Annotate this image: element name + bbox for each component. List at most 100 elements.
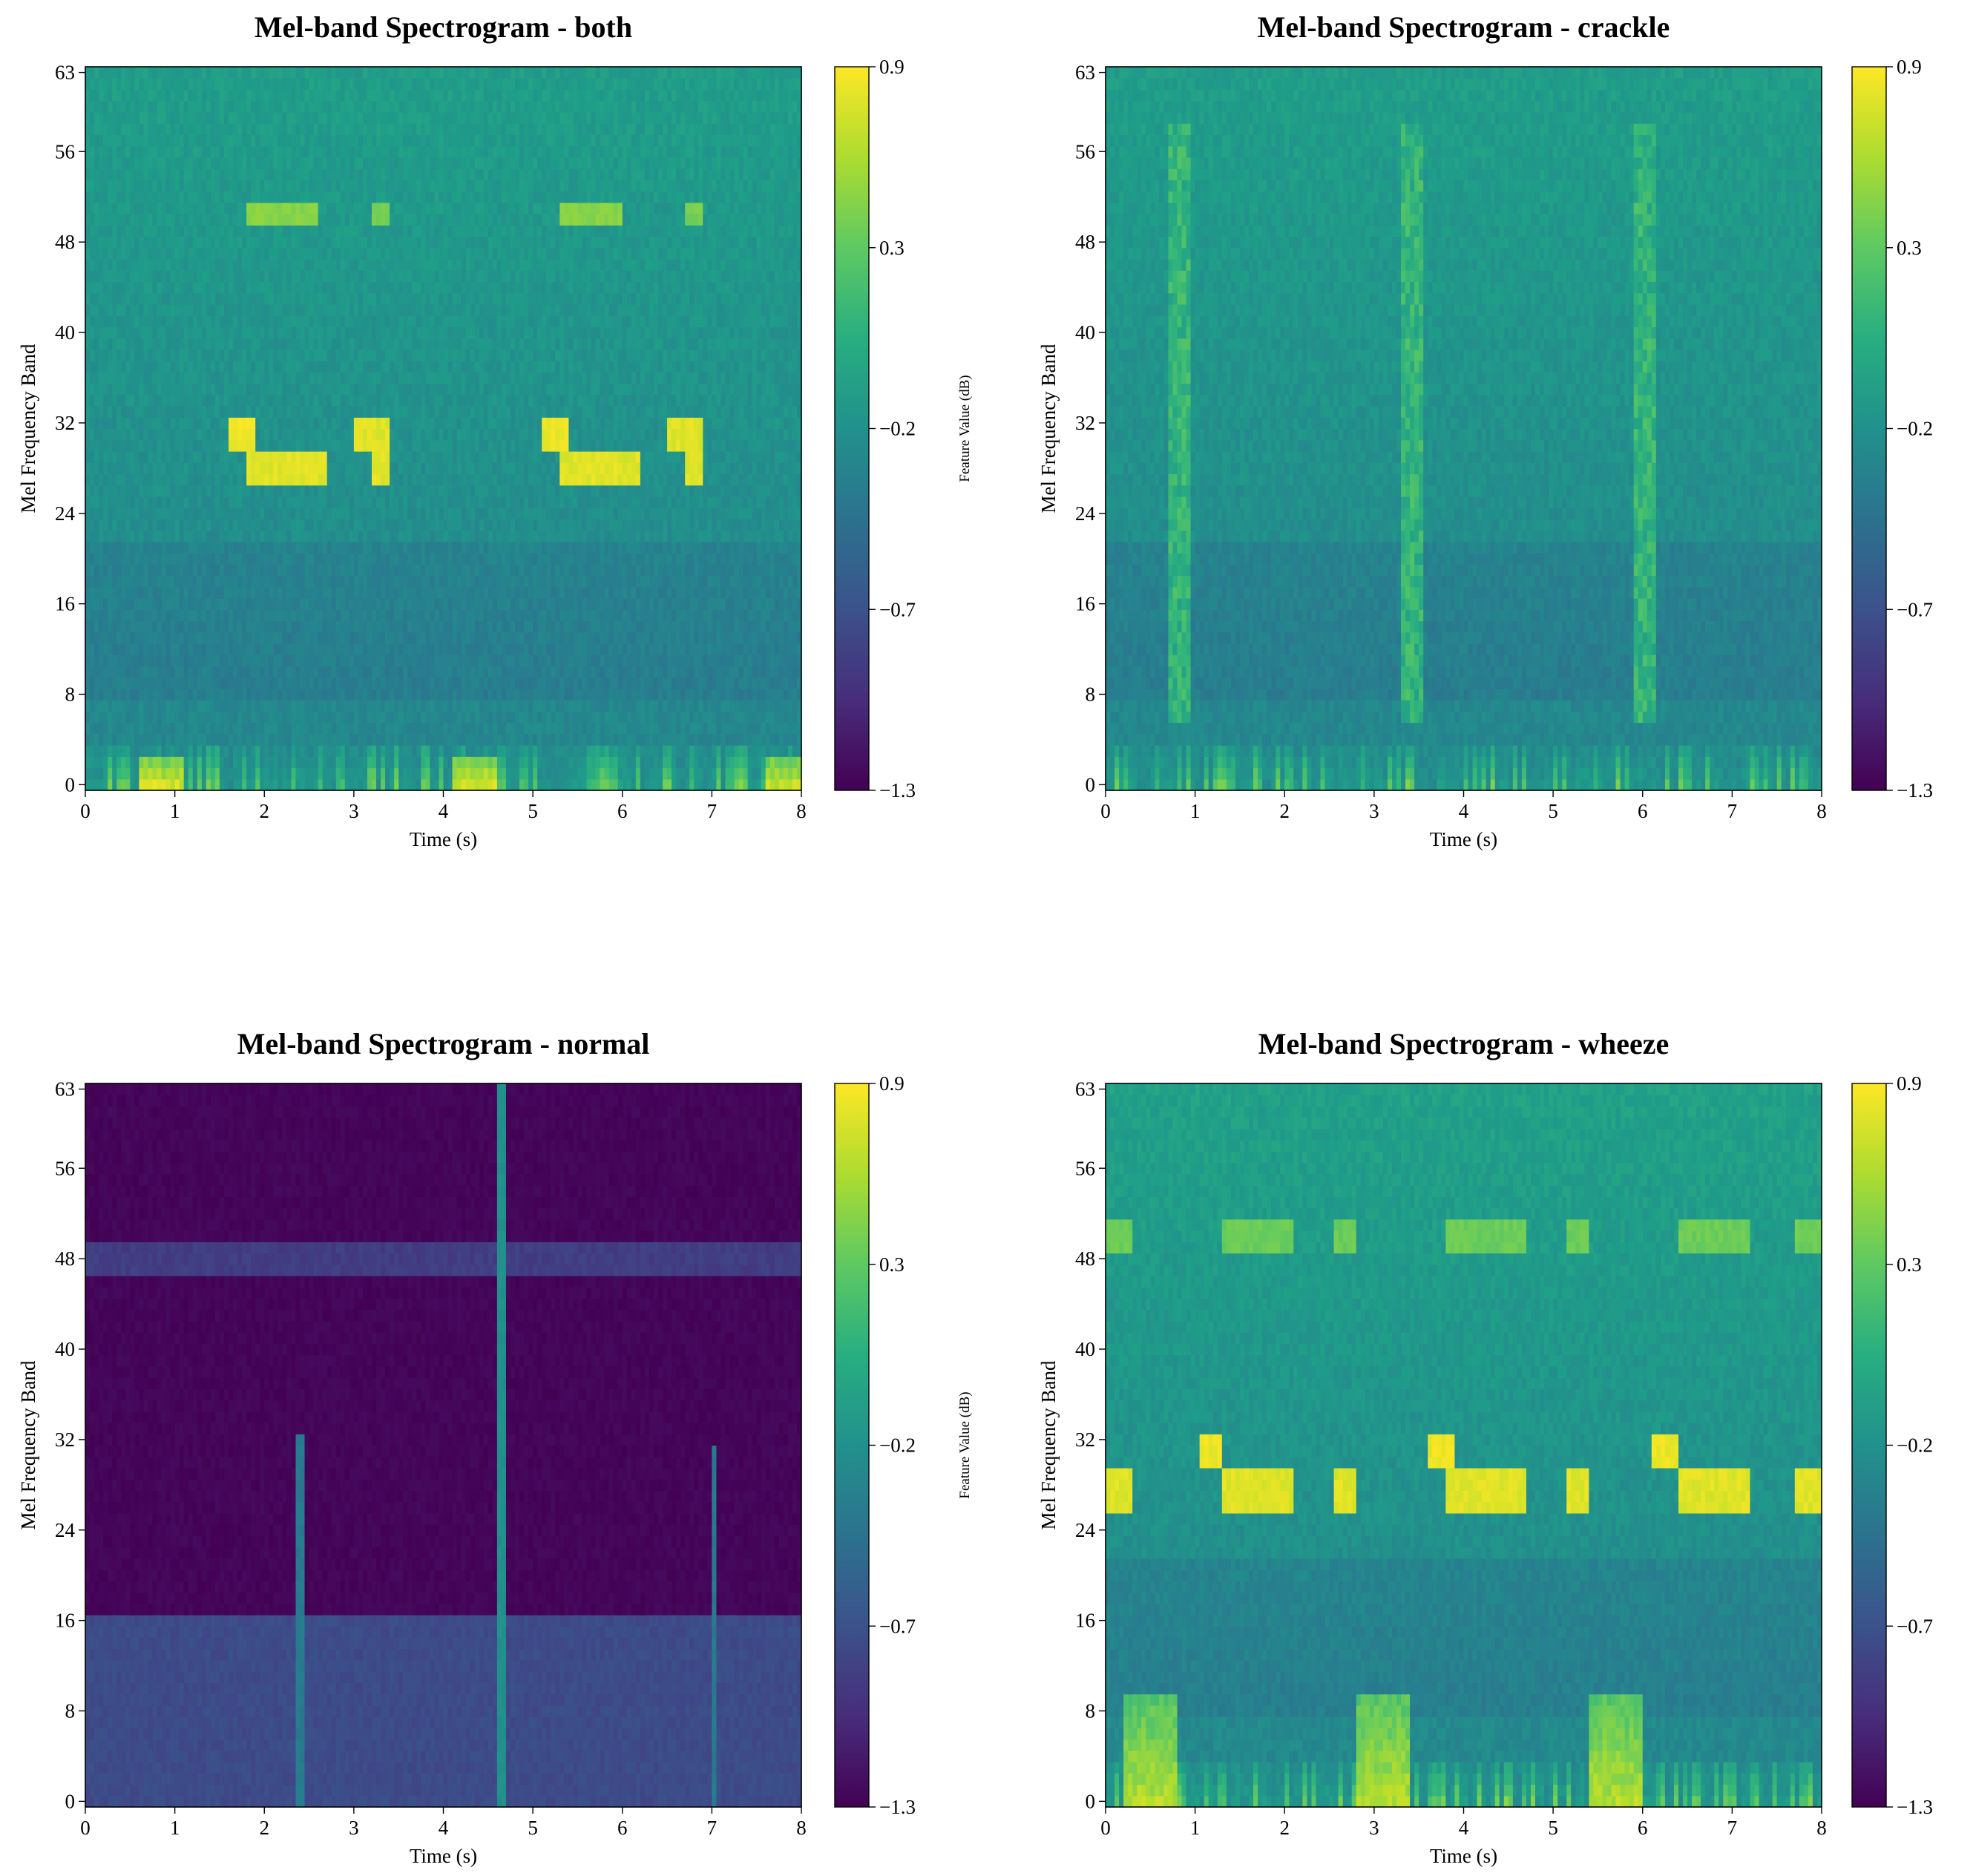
heatmap-cell: [551, 734, 556, 746]
heatmap-cell: [703, 564, 708, 576]
heatmap-cell: [148, 655, 153, 666]
heatmap-cell: [403, 609, 408, 621]
heatmap-cell: [197, 734, 203, 746]
heatmap-cell: [757, 576, 762, 588]
heatmap-cell: [743, 700, 749, 712]
heatmap-cell: [730, 723, 735, 735]
heatmap-cell: [349, 745, 355, 757]
heatmap-cell: [103, 609, 108, 621]
heatmap-cell: [390, 609, 395, 621]
heatmap-cell: [278, 564, 283, 576]
heatmap-cell: [515, 756, 520, 768]
heatmap-cell: [479, 745, 485, 757]
heatmap-cell: [286, 678, 292, 689]
heatmap-cell: [528, 609, 534, 621]
heatmap-cell: [528, 553, 534, 565]
heatmap-cell: [546, 620, 551, 632]
heatmap-cell: [591, 587, 597, 599]
heatmap-cell: [184, 620, 189, 632]
heatmap-cell: [264, 576, 269, 588]
heatmap-cell: [600, 643, 605, 655]
heatmap-cell: [220, 609, 225, 621]
heatmap-cell: [515, 678, 520, 689]
heatmap-cell: [103, 598, 108, 610]
heatmap-cell: [269, 643, 274, 655]
heatmap-cell: [318, 779, 324, 791]
heatmap-cell: [220, 632, 225, 644]
heatmap-cell: [398, 723, 404, 735]
heatmap-cell: [725, 609, 730, 621]
heatmap-cell: [112, 689, 117, 701]
heatmap-cell: [725, 576, 730, 588]
heatmap-cell: [676, 609, 681, 621]
heatmap-cell: [412, 666, 417, 678]
heatmap-cell: [511, 666, 516, 678]
heatmap-cell: [519, 779, 525, 791]
heatmap-cell: [99, 655, 104, 666]
heatmap-cell: [676, 553, 681, 565]
heatmap-cell: [139, 553, 144, 565]
heatmap-cell: [309, 655, 315, 666]
heatmap-cell: [237, 678, 243, 689]
heatmap-cell: [166, 553, 171, 565]
heatmap-cell: [269, 723, 274, 735]
heatmap-cell: [537, 689, 542, 701]
heatmap-cell: [323, 643, 328, 655]
heatmap-cell: [551, 598, 556, 610]
heatmap-cell: [453, 723, 458, 735]
heatmap-cell: [434, 655, 439, 666]
heatmap-cell: [301, 768, 306, 780]
heatmap-cell: [730, 779, 735, 791]
heatmap-cell: [112, 655, 117, 666]
heatmap-cell: [614, 666, 619, 678]
heatmap-cell: [654, 700, 659, 712]
heatmap-cell: [792, 689, 798, 701]
heatmap-cell: [264, 564, 269, 576]
heatmap-cell: [90, 700, 95, 712]
heatmap-cell: [99, 689, 104, 701]
heatmap-cell: [242, 564, 247, 576]
heatmap-cell: [698, 576, 703, 588]
heatmap-cell: [305, 711, 310, 723]
heatmap-cell: [229, 564, 234, 576]
heatmap-cell: [175, 587, 180, 599]
heatmap-cell: [260, 620, 265, 632]
heatmap-cell: [605, 655, 610, 666]
heatmap-cell: [582, 768, 587, 780]
heatmap-cell: [116, 745, 122, 757]
heatmap-cell: [180, 666, 185, 678]
heatmap-cell: [511, 643, 516, 655]
heatmap-cell: [314, 643, 319, 655]
heatmap-cell: [484, 756, 489, 768]
heatmap-cell: [462, 598, 467, 610]
heatmap-cell: [121, 632, 126, 644]
heatmap-cell: [448, 678, 453, 689]
heatmap-cell: [631, 542, 637, 554]
heatmap-cell: [305, 609, 310, 621]
heatmap-cell: [171, 678, 176, 689]
heatmap-cell: [403, 564, 408, 576]
heatmap-cell: [305, 553, 310, 565]
heatmap-cell: [577, 756, 582, 768]
heatmap-cell: [242, 779, 247, 791]
heatmap-cell: [130, 542, 135, 554]
heatmap-cell: [784, 609, 789, 621]
heatmap-cell: [229, 723, 234, 735]
heatmap-cell: [479, 734, 485, 746]
heatmap-cell: [425, 587, 430, 599]
heatmap-cell: [591, 700, 597, 712]
heatmap-cell: [188, 655, 194, 666]
heatmap-cell: [712, 745, 717, 757]
heatmap-cell: [479, 587, 485, 599]
heatmap-cell: [85, 756, 91, 768]
heatmap-cell: [788, 576, 793, 588]
heatmap-cell: [698, 655, 703, 666]
heatmap-cell: [121, 700, 126, 712]
heatmap-cell: [157, 655, 162, 666]
heatmap-cell: [479, 700, 485, 712]
heatmap-cell: [627, 620, 632, 632]
heatmap-cell: [180, 620, 185, 632]
heatmap-cell: [712, 632, 717, 644]
heatmap-cell: [792, 655, 798, 666]
heatmap-cell: [94, 564, 99, 576]
